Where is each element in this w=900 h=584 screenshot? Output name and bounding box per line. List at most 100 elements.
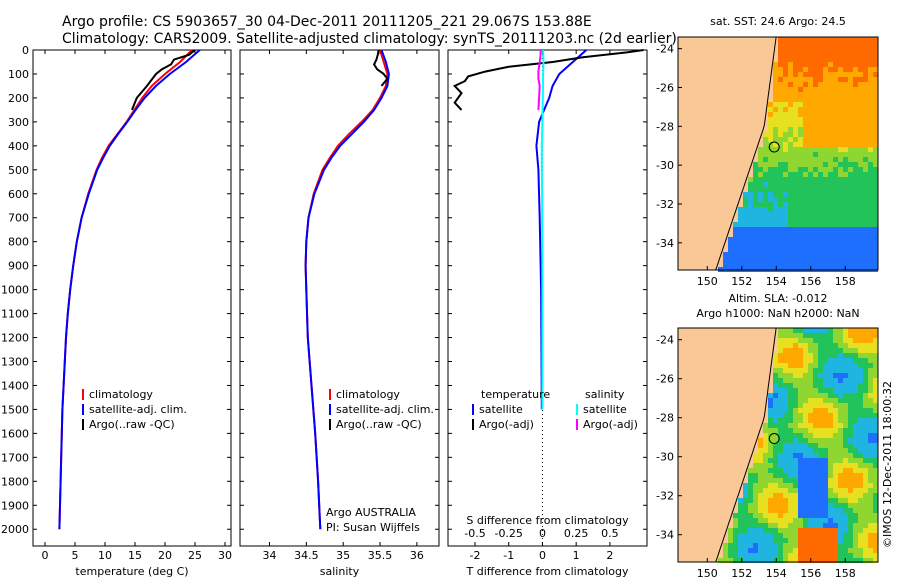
map-cell	[813, 167, 818, 172]
map-cell	[868, 558, 873, 563]
map-cell	[798, 132, 803, 137]
map-cell	[818, 448, 823, 453]
map-frame	[677, 36, 879, 271]
map-cell	[793, 483, 798, 488]
map-cell	[788, 363, 793, 368]
map-cell	[763, 548, 768, 553]
map-cell	[853, 503, 858, 508]
map-cell	[753, 548, 758, 553]
map-cell	[793, 182, 798, 187]
map-cell	[768, 548, 773, 553]
map-cell	[798, 47, 803, 52]
map-cell	[808, 508, 813, 513]
map-cell	[868, 217, 873, 222]
map-cell	[818, 508, 823, 513]
map-cell	[853, 398, 858, 403]
map-cell	[753, 528, 758, 533]
map-cell	[808, 52, 813, 57]
map-cell	[758, 232, 763, 237]
map-cell	[858, 393, 863, 398]
map-cell	[783, 132, 788, 137]
map-cell	[773, 453, 778, 458]
map-cell	[833, 112, 838, 117]
plot-frame	[32, 49, 232, 547]
map-cell	[858, 82, 863, 87]
map-cell	[763, 227, 768, 232]
map-cell	[838, 458, 843, 463]
map-cell	[823, 192, 828, 197]
map-cell	[738, 242, 743, 247]
map-cell	[838, 42, 843, 47]
map-cell	[748, 257, 753, 262]
map-cell	[833, 553, 838, 558]
map-cell	[803, 62, 808, 67]
map-cell	[838, 132, 843, 137]
map-cell	[843, 142, 848, 147]
x-tick-label: 34	[262, 549, 276, 562]
map-cell	[853, 343, 858, 348]
map-cell	[803, 237, 808, 242]
map-cell	[823, 232, 828, 237]
map-cell	[853, 257, 858, 262]
profile-panel-2: 34 34.5 35 35.5 36salinityclimatologysatelli…	[239, 49, 440, 578]
map-cell	[868, 508, 873, 513]
map-cell	[823, 182, 828, 187]
map-cell	[818, 328, 823, 333]
map-cell	[793, 252, 798, 257]
map-cell	[803, 177, 808, 182]
map-cell	[758, 558, 763, 563]
map-cell	[853, 338, 858, 343]
map-cell	[808, 533, 813, 538]
map-cell	[733, 558, 738, 563]
map-cell	[768, 523, 773, 528]
map-cell	[868, 503, 873, 508]
map-cell	[863, 97, 868, 102]
map-cell	[818, 117, 823, 122]
map-cell	[858, 503, 863, 508]
map-cell	[783, 423, 788, 428]
map-cell	[868, 57, 873, 62]
map-cell	[783, 212, 788, 217]
map-cell	[838, 348, 843, 353]
map-cell	[873, 343, 878, 348]
map-cell	[868, 433, 873, 438]
map-cell	[843, 182, 848, 187]
map-cell	[773, 508, 778, 513]
map-cell	[843, 483, 848, 488]
map-cell	[778, 252, 783, 257]
map-cell	[858, 197, 863, 202]
map-cell	[748, 473, 753, 478]
map-cell	[798, 513, 803, 518]
map-cell	[798, 458, 803, 463]
map-cell	[748, 177, 753, 182]
map-cell	[838, 523, 843, 528]
map-cell	[873, 353, 878, 358]
map-cell	[773, 483, 778, 488]
map-cell	[873, 222, 878, 227]
map-cell	[763, 182, 768, 187]
map-cell	[833, 167, 838, 172]
map-cell	[748, 202, 753, 207]
map-cell	[838, 338, 843, 343]
map-cell	[723, 548, 728, 553]
map-cell	[798, 543, 803, 548]
map-cell	[783, 257, 788, 262]
map-cell	[798, 523, 803, 528]
map-cell	[868, 102, 873, 107]
map-cell	[843, 217, 848, 222]
profile-panel-3: -2 -1 0 1 2T difference from climatology-0.5…	[447, 49, 648, 578]
map-cell	[868, 428, 873, 433]
map-cell	[768, 192, 773, 197]
map-cell	[798, 363, 803, 368]
map-cell	[803, 478, 808, 483]
map-cell	[743, 503, 748, 508]
map-cell	[788, 172, 793, 177]
map-cell	[843, 247, 848, 252]
map-cell	[778, 428, 783, 433]
map-cell	[803, 373, 808, 378]
map-cell	[773, 207, 778, 212]
map-cell	[758, 483, 763, 488]
map-cell	[743, 257, 748, 262]
map-cell	[818, 217, 823, 222]
map-cell	[868, 378, 873, 383]
